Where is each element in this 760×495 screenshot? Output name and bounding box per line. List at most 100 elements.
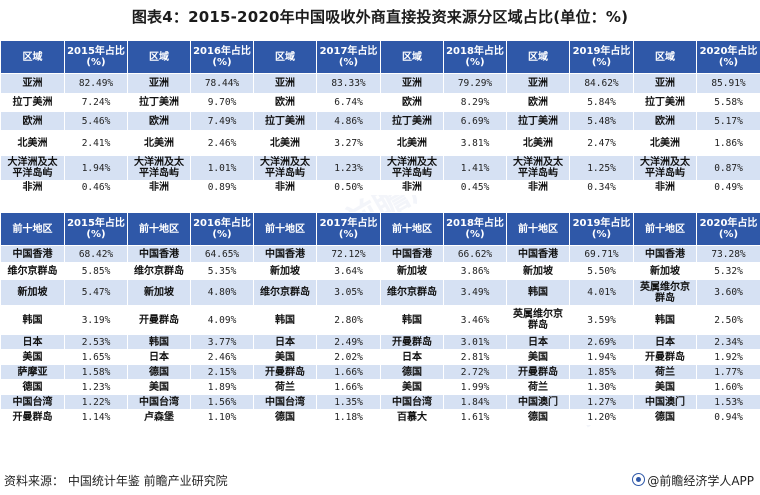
- region-cell: 维尔京群岛: [0, 262, 65, 280]
- region-cell: 中国台湾: [380, 394, 444, 410]
- share-cell: 66.62%: [443, 245, 507, 263]
- share-cell: 3.46%: [443, 305, 507, 335]
- share-cell: 1.65%: [64, 349, 128, 365]
- region-cell: 开曼群岛: [380, 334, 444, 350]
- share-cell: 5.35%: [190, 262, 254, 280]
- region-cell: 中国台湾: [0, 394, 65, 410]
- share-cell: 1.23%: [316, 155, 381, 181]
- region-cell: 新加坡: [633, 262, 697, 280]
- region-cell: 欧洲: [380, 93, 444, 112]
- column-header-region: 前十地区: [253, 212, 317, 246]
- region-cell: 拉丁美洲: [633, 93, 697, 112]
- region-cell: 拉丁美洲: [380, 111, 444, 131]
- region-cell: 日本: [380, 349, 444, 365]
- share-cell: 72.12%: [316, 245, 381, 263]
- share-cell: 3.81%: [443, 130, 507, 156]
- region-cell: 非洲: [253, 180, 317, 195]
- region-cell: 中国台湾: [127, 394, 191, 410]
- region-cell: 开曼群岛: [633, 349, 697, 365]
- region-cell: 亚洲: [0, 73, 65, 94]
- region-cell: 美国: [380, 379, 444, 395]
- share-cell: 5.47%: [64, 279, 128, 306]
- share-cell: 1.01%: [190, 155, 254, 181]
- share-cell: 1.86%: [696, 130, 760, 156]
- region-cell: 维尔京群岛: [127, 262, 191, 280]
- region-cell: 美国: [506, 349, 570, 365]
- share-cell: 5.32%: [696, 262, 760, 280]
- qianzhan-logo-icon: [632, 473, 646, 486]
- region-cell: 萨摩亚: [0, 364, 65, 380]
- share-cell: 3.77%: [190, 334, 254, 350]
- region-cell: 拉丁美洲: [253, 111, 317, 131]
- region-cell: 中国澳门: [506, 394, 570, 410]
- share-cell: 0.50%: [316, 180, 381, 195]
- share-cell: 3.59%: [569, 305, 634, 335]
- share-cell: 2.53%: [64, 334, 128, 350]
- region-cell: 韩国: [633, 305, 697, 335]
- share-cell: 3.27%: [316, 130, 381, 156]
- region-cell: 大洋洲及太 平洋岛屿: [0, 155, 65, 181]
- region-cell: 开曼群岛: [127, 305, 191, 335]
- region-cell: 北美洲: [633, 130, 697, 156]
- table-row: 拉丁美洲 7.24% 拉丁美洲 9.70% 欧洲 6.74% 欧洲 8.29% 欧洲 5.84% 拉…: [0, 93, 760, 112]
- table-row: 德国 1.23% 美国 1.89% 荷兰 1.66% 美国 1.99% 荷兰 1.30% 美国 1.6…: [0, 379, 760, 395]
- column-header-region: 区域: [380, 40, 444, 74]
- share-cell: 3.64%: [316, 262, 381, 280]
- column-header-region: 前十地区: [127, 212, 191, 246]
- region-cell: 欧洲: [0, 111, 65, 131]
- region-cell: 美国: [633, 379, 697, 395]
- region-cell: 韩国: [506, 279, 570, 306]
- region-cell: 非洲: [506, 180, 570, 195]
- share-cell: 78.44%: [190, 73, 254, 94]
- share-cell: 5.48%: [569, 111, 634, 131]
- share-cell: 68.42%: [64, 245, 128, 263]
- region-cell: 新加坡: [0, 279, 65, 306]
- column-header-share: 2015年占比 (%): [64, 40, 128, 74]
- region-cell: 新加坡: [506, 262, 570, 280]
- share-cell: 2.41%: [64, 130, 128, 156]
- share-cell: 1.77%: [696, 364, 760, 380]
- column-header-share: 2020年占比 (%): [696, 212, 760, 246]
- region-cell: 大洋洲及太 平洋岛屿: [127, 155, 191, 181]
- chart-title: 图表4：2015-2020年中国吸收外商直接投资来源分区域占比(单位：%): [131, 8, 629, 26]
- region-cell: 中国台湾: [253, 394, 317, 410]
- share-cell: 2.15%: [190, 364, 254, 380]
- share-cell: 0.87%: [696, 155, 760, 181]
- share-cell: 82.49%: [64, 73, 128, 94]
- region-cell: 中国澳门: [633, 394, 697, 410]
- region-cell: 韩国: [0, 305, 65, 335]
- share-cell: 1.94%: [569, 349, 634, 365]
- share-cell: 3.01%: [443, 334, 507, 350]
- region-cell: 荷兰: [253, 379, 317, 395]
- region-cell: 中国香港: [633, 245, 697, 263]
- share-cell: 0.45%: [443, 180, 507, 195]
- share-cell: 3.86%: [443, 262, 507, 280]
- table-row: 中国香港 68.42% 中国香港 64.65% 中国香港 72.12% 中国香港 66.62%…: [0, 245, 760, 263]
- share-cell: 0.89%: [190, 180, 254, 195]
- region-cell: 亚洲: [633, 73, 697, 94]
- region-cell: 欧洲: [633, 111, 697, 131]
- region-cell: 非洲: [0, 180, 65, 195]
- share-cell: 73.28%: [696, 245, 760, 263]
- share-cell: 2.47%: [569, 130, 634, 156]
- column-header-region: 前十地区: [506, 212, 570, 246]
- region-cell: 维尔京群岛: [253, 279, 317, 306]
- share-cell: 3.60%: [696, 279, 760, 306]
- share-cell: 3.19%: [64, 305, 128, 335]
- column-header-share: 2020年占比 (%): [696, 40, 760, 74]
- table-row: 亚洲 82.49% 亚洲 78.44% 亚洲 83.33% 亚洲 79.29% 亚洲 84.62%…: [0, 73, 760, 94]
- table-row: 新加坡 5.47% 新加坡 4.80% 维尔京群岛 3.05% 维尔京群岛 3.49% 韩国 4.…: [0, 279, 760, 306]
- region-cell: 日本: [0, 334, 65, 350]
- table-row: 非洲 0.46% 非洲 0.89% 非洲 0.50% 非洲 0.45% 非洲 0.34% 非洲 0.4…: [0, 180, 760, 195]
- share-cell: 0.94%: [696, 409, 760, 425]
- table-row: 韩国 3.19% 开曼群岛 4.09% 韩国 2.80% 韩国 3.46% 英属维尔京 群岛 3.5…: [0, 305, 760, 335]
- share-cell: 83.33%: [316, 73, 381, 94]
- region-cell: 非洲: [380, 180, 444, 195]
- share-cell: 2.34%: [696, 334, 760, 350]
- share-cell: 1.23%: [64, 379, 128, 395]
- table-row: 北美洲 2.41% 北美洲 2.46% 北美洲 3.27% 北美洲 3.81% 北美洲 2.47%…: [0, 130, 760, 156]
- share-cell: 2.72%: [443, 364, 507, 380]
- share-cell: 84.62%: [569, 73, 634, 94]
- region-cell: 拉丁美洲: [506, 111, 570, 131]
- region-cell: 开曼群岛: [0, 409, 65, 425]
